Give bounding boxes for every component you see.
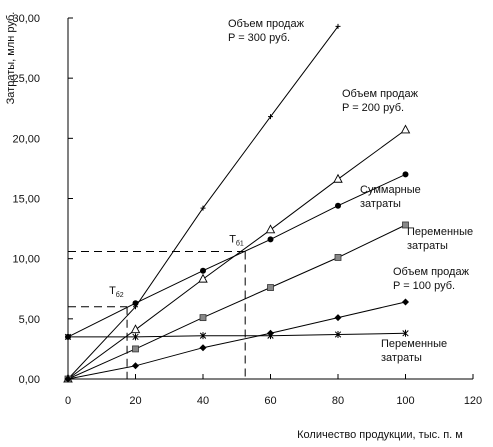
point-marker (130, 324, 141, 334)
label-p100-line2: P = 100 руб. (393, 280, 455, 292)
point-marker (267, 284, 274, 291)
label-p100-line1: Объем продаж (393, 266, 470, 278)
point-marker (268, 114, 273, 120)
y-tick-label: 20,00 (12, 133, 40, 145)
series-line (68, 332, 406, 338)
point-marker (335, 202, 341, 209)
label-p300-line1: Объем продаж (228, 18, 305, 30)
break-even-label: Tб2 (109, 285, 124, 299)
x-tick-label: 40 (197, 395, 209, 407)
series-line (67, 301, 406, 380)
y-tick-label: 15,00 (12, 194, 40, 206)
point-marker (402, 221, 409, 229)
y-tick-label: 25,00 (12, 73, 40, 85)
point-marker (199, 314, 207, 322)
label-fixed-line2: затраты (381, 352, 422, 364)
point-marker (402, 171, 409, 178)
point-marker (132, 362, 139, 370)
series-line (67, 129, 406, 380)
point-marker (265, 224, 276, 234)
x-tick-label: 120 (464, 395, 482, 407)
point-marker (334, 314, 342, 322)
y-tick-label: 0,00 (19, 374, 40, 386)
point-marker (267, 236, 274, 243)
x-axis-title: Количество продукции, тыс. п. м (297, 429, 463, 441)
point-marker (199, 344, 207, 352)
x-tick-label: 100 (396, 395, 414, 407)
y-axis-title: Затраты, млн руб. (5, 12, 17, 105)
break-even-label: Tб1 (229, 233, 244, 247)
label-p200-line1: Объем продаж (342, 88, 419, 100)
tick-labels: 0,00 5,00 10,00 15,00 20,00 25,00 30,00 0 20 40 60… (12, 13, 482, 407)
y-tick-label: 30,00 (12, 13, 40, 25)
x-tick-label: 0 (65, 395, 71, 407)
series-line (67, 26, 339, 380)
point-marker (200, 267, 206, 274)
y-tick-label: 10,00 (12, 254, 40, 266)
x-tick-label: 20 (129, 395, 141, 407)
point-marker (334, 330, 342, 338)
series-layer (63, 23, 411, 383)
axes (67, 18, 473, 380)
series-line (67, 173, 406, 338)
point-marker (400, 124, 411, 134)
x-tick-label: 60 (264, 395, 276, 407)
point-marker (132, 345, 139, 353)
point-marker (200, 205, 206, 211)
point-marker (402, 329, 409, 337)
point-marker (132, 333, 139, 341)
break-even-guides: Tб2 Tб1 (68, 233, 246, 379)
label-total-line1: Суммарные (360, 184, 421, 196)
point-marker (199, 332, 207, 340)
y-tick-label: 5,00 (19, 314, 40, 326)
x-tick-label: 80 (332, 395, 344, 407)
label-fixed-line1: Переменные (381, 338, 447, 350)
label-variable-line2: затраты (407, 240, 448, 252)
point-marker (333, 173, 343, 183)
label-p300-line2: P = 300 руб. (228, 32, 290, 44)
label-variable-line1: Переменные (407, 226, 473, 238)
point-marker (402, 298, 409, 306)
series-line (67, 224, 406, 380)
label-total-line2: затраты (360, 198, 401, 210)
point-marker (198, 273, 208, 283)
point-marker (334, 254, 342, 261)
point-marker (335, 23, 341, 29)
point-marker (267, 332, 274, 340)
point-marker (132, 300, 139, 307)
label-p200-line2: P = 200 руб. (342, 102, 404, 114)
